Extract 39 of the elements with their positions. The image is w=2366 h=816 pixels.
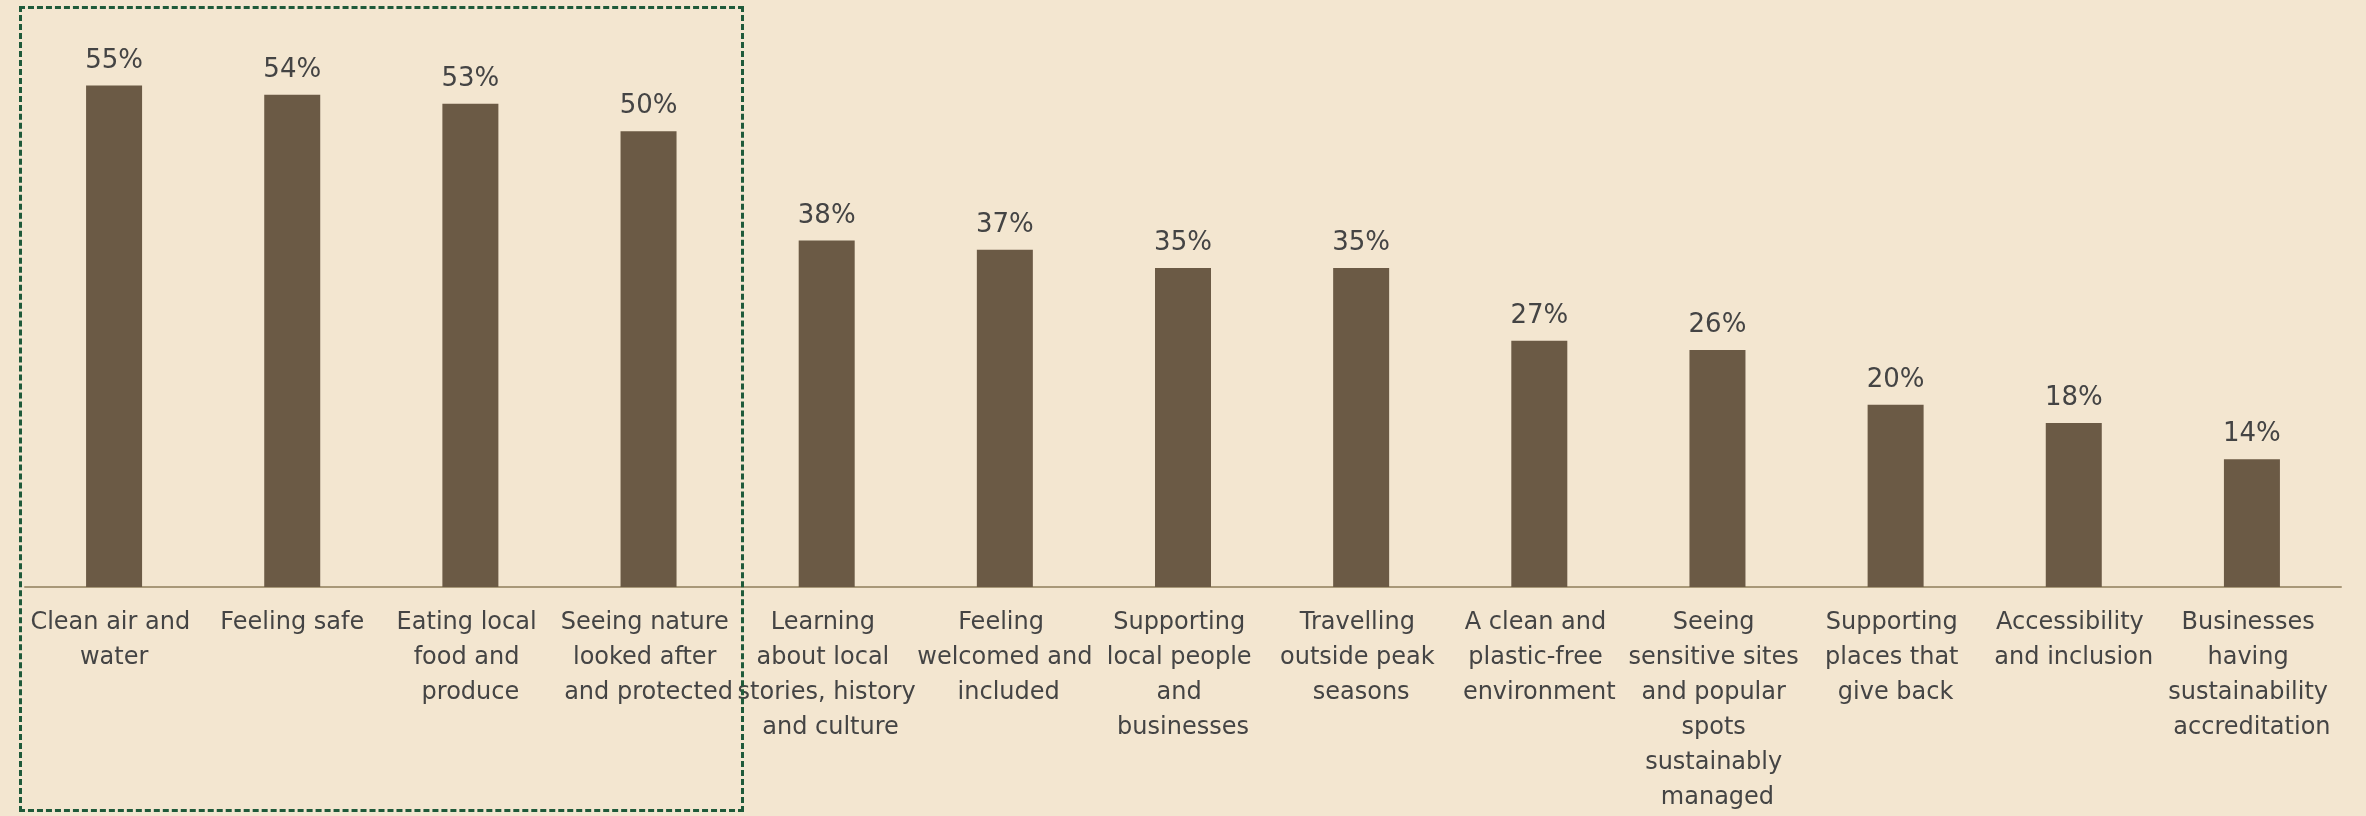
data-label: 27% [1510,298,1569,329]
bar [798,240,855,587]
bar [1333,267,1390,587]
x-tick-label: Seeing sensitive sites and popular spots sustainably managed [1628,606,1807,810]
data-label: 18% [2044,380,2103,411]
x-tick-label: A clean and plastic-free environment [1462,606,1616,705]
bar [2223,459,2280,587]
x-tick-label: Clean air and water [30,606,198,670]
x-tick-label: Supporting local people and businesses [1106,606,1260,740]
data-label: 53% [441,61,500,92]
data-label: 55% [85,43,143,74]
x-tick-label: Eating local food and produce [396,606,545,705]
x-tick-label: Travelling outside peak seasons [1279,606,1443,705]
bar [1867,404,1924,587]
data-label: 38% [797,198,856,229]
data-label: 37% [975,207,1034,238]
x-tick-label: Feeling safe [220,606,365,635]
data-label: 50% [619,89,678,120]
x-tick-label: Accessibility and inclusion [1994,606,2154,670]
bar [620,131,677,587]
data-label: 26% [1688,307,1747,338]
x-tick-label: Businesses having sustainability accreditation [2168,606,2336,740]
data-label: 54% [263,52,322,83]
x-tick-label: Supporting places that give back [1825,606,1967,705]
x-tick-label: Seeing nature looked after and protected [560,606,737,705]
x-tick-label: Feeling welcomed and included [917,606,1093,705]
data-label: 35% [1154,225,1212,256]
bar [264,94,321,587]
bar [442,103,499,587]
data-label: 35% [1332,225,1391,256]
data-label: 20% [1866,362,1925,393]
bar [1511,340,1568,587]
bar [86,85,143,587]
x-tick-label: Learning about local stories, history and culture [737,606,916,740]
data-label: 14% [2223,417,2281,448]
bar [1689,349,1746,587]
bar [1155,267,1211,587]
bar [2045,422,2102,587]
bar [976,249,1033,587]
